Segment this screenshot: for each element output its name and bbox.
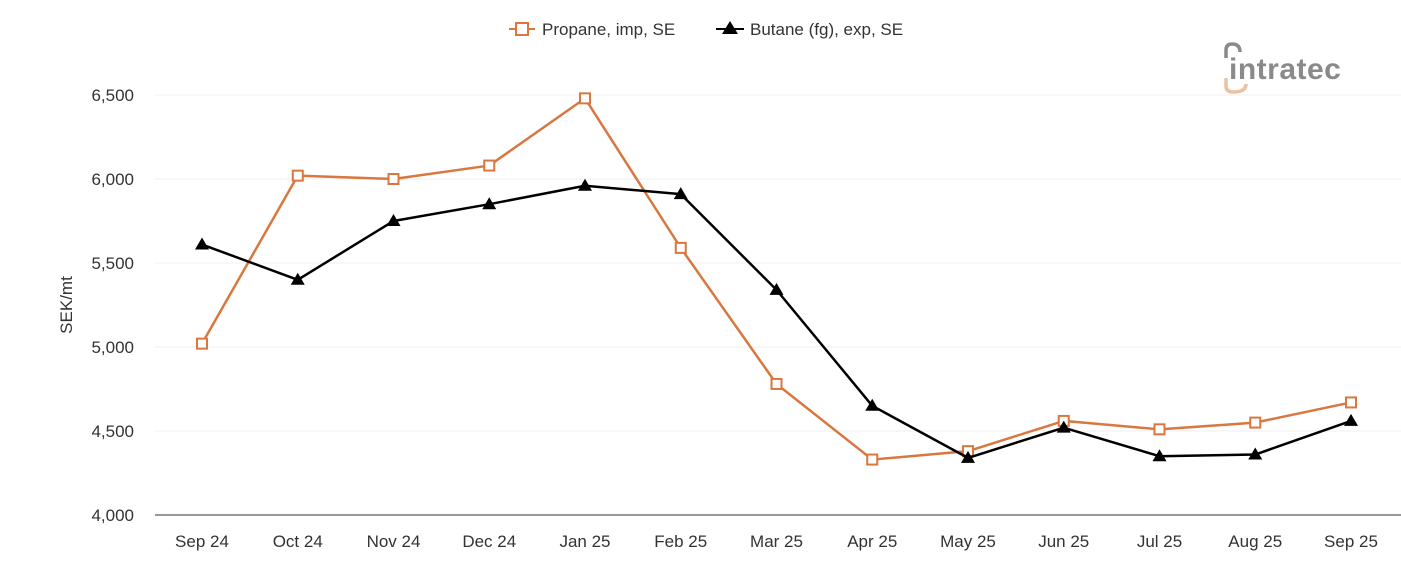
- x-tick-label: Sep 24: [175, 532, 229, 551]
- data-point[interactable]: [1153, 423, 1166, 436]
- x-tick-label: Sep 25: [1324, 532, 1378, 551]
- data-point[interactable]: [1152, 449, 1167, 462]
- data-point[interactable]: [770, 377, 783, 390]
- y-axis-ticks: 4,000 4,500 5,000 5,500 6,000 6,500: [91, 86, 134, 525]
- series-lines: [195, 92, 1358, 466]
- data-point[interactable]: [196, 337, 208, 350]
- x-tick-label: Mar 25: [750, 532, 803, 551]
- data-point[interactable]: [866, 453, 879, 466]
- x-tick-label: Apr 25: [847, 532, 897, 551]
- y-tick-label: 5,000: [91, 338, 134, 357]
- data-point[interactable]: [674, 241, 687, 254]
- y-tick-label: 6,500: [91, 86, 134, 105]
- x-tick-label: Dec 24: [462, 532, 516, 551]
- data-point[interactable]: [673, 187, 688, 200]
- data-point[interactable]: [865, 398, 880, 411]
- data-point[interactable]: [482, 197, 497, 210]
- legend-label-propane: Propane, imp, SE: [542, 20, 675, 39]
- x-tick-label: May 25: [940, 532, 996, 551]
- data-point[interactable]: [578, 178, 592, 191]
- logo-text: intratec: [1229, 53, 1341, 86]
- data-point[interactable]: [195, 237, 209, 250]
- data-point[interactable]: [1248, 447, 1263, 460]
- legend: Propane, imp, SE Butane (fg), exp, SE: [509, 20, 903, 39]
- data-point[interactable]: [386, 214, 401, 226]
- data-point[interactable]: [483, 159, 496, 172]
- data-point[interactable]: [387, 173, 400, 185]
- x-tick-label: Nov 24: [367, 532, 421, 551]
- data-point[interactable]: [1345, 396, 1357, 409]
- legend-item-propane[interactable]: Propane, imp, SE: [509, 20, 675, 39]
- y-tick-label: 6,000: [91, 170, 134, 189]
- data-point[interactable]: [291, 169, 304, 182]
- data-point[interactable]: [579, 92, 591, 105]
- series-propane: [196, 92, 1357, 466]
- data-point[interactable]: [961, 450, 975, 463]
- data-point[interactable]: [1056, 420, 1071, 433]
- data-point[interactable]: [1249, 416, 1262, 429]
- y-tick-label: 4,500: [91, 422, 134, 441]
- x-tick-label: Feb 25: [654, 532, 707, 551]
- intratec-logo: intratec: [1224, 42, 1341, 94]
- x-tick-label: Aug 25: [1228, 532, 1282, 551]
- data-point[interactable]: [290, 272, 305, 285]
- x-tick-label: Jan 25: [559, 532, 610, 551]
- logo-arc-bottom-icon: [1224, 78, 1248, 94]
- x-axis-ticks: Sep 24 Oct 24 Nov 24 Dec 24 Jan 25 Feb 25 Mar …: [175, 532, 1378, 551]
- y-axis-label: SEK/mt: [57, 276, 76, 334]
- logo-arc-top-icon: [1224, 42, 1242, 58]
- x-tick-label: Jul 25: [1137, 532, 1182, 551]
- legend-label-butane: Butane (fg), exp, SE: [750, 20, 903, 39]
- x-tick-label: Oct 24: [273, 532, 323, 551]
- data-point[interactable]: [1344, 413, 1358, 426]
- filled-triangle-marker-icon: [722, 21, 738, 34]
- data-point[interactable]: [769, 282, 784, 295]
- y-tick-label: 5,500: [91, 254, 134, 273]
- y-tick-label: 4,000: [91, 506, 134, 525]
- series-butane: [195, 178, 1358, 463]
- open-square-marker-icon: [515, 22, 529, 36]
- x-tick-label: Jun 25: [1038, 532, 1089, 551]
- legend-item-butane[interactable]: Butane (fg), exp, SE: [716, 20, 903, 39]
